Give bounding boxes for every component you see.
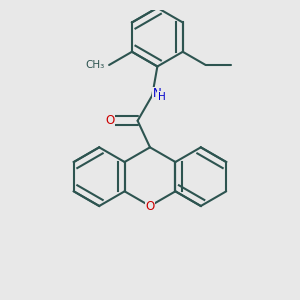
Text: CH₃: CH₃: [85, 60, 104, 70]
Text: H: H: [158, 92, 166, 102]
Text: N: N: [153, 87, 162, 100]
Text: O: O: [146, 200, 154, 212]
Text: O: O: [105, 114, 114, 127]
